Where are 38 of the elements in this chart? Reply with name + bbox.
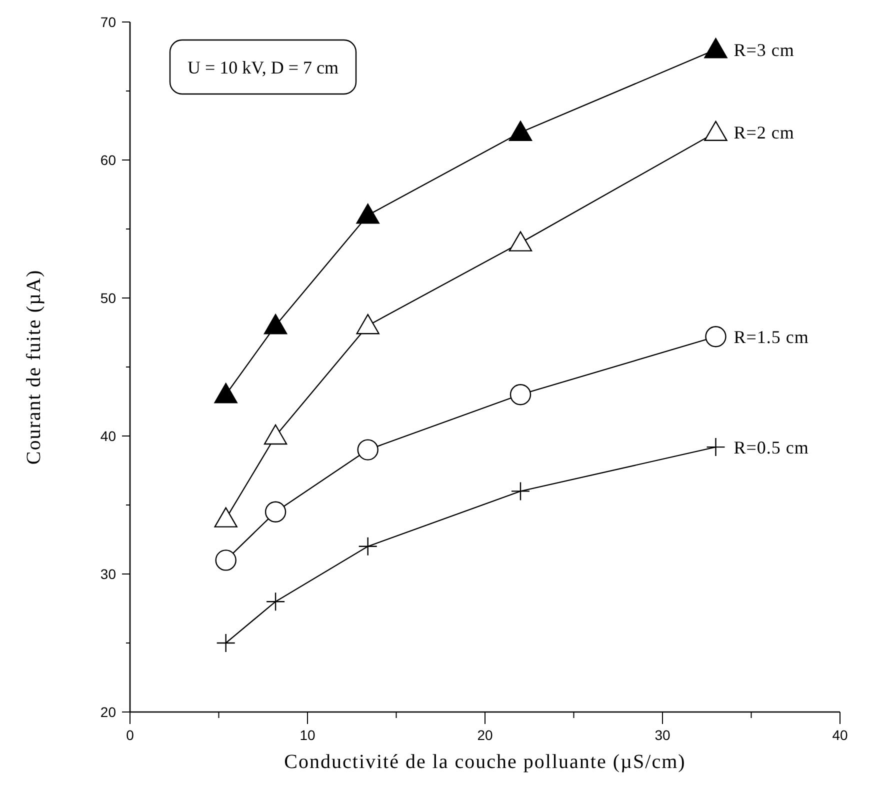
point bbox=[266, 592, 286, 612]
x-tick-label: 30 bbox=[654, 727, 670, 743]
x-tick-label: 20 bbox=[477, 727, 493, 743]
x-tick-label: 10 bbox=[300, 727, 316, 743]
point bbox=[214, 507, 238, 528]
series-label: R=3 cm bbox=[734, 40, 794, 60]
point bbox=[508, 231, 532, 252]
y-axis-title: Courant de fuite (µA) bbox=[23, 269, 45, 465]
point bbox=[705, 326, 726, 348]
series-label: R=0.5 cm bbox=[734, 437, 809, 458]
point bbox=[704, 120, 728, 141]
x-axis-title: Conductivité de la couche polluante (µS/cm) bbox=[284, 751, 686, 773]
annotation: U = 10 kV, D = 7 cm bbox=[188, 57, 338, 78]
x-tick-label: 0 bbox=[126, 727, 134, 743]
point bbox=[356, 204, 380, 224]
point bbox=[357, 439, 378, 460]
point bbox=[264, 314, 288, 334]
point bbox=[264, 424, 288, 445]
point bbox=[215, 550, 236, 571]
y-tick-label: 20 bbox=[100, 704, 116, 720]
series-label: R=1.5 cm bbox=[734, 326, 809, 347]
point bbox=[510, 482, 530, 501]
y-tick-label: 60 bbox=[100, 152, 116, 168]
y-tick-label: 50 bbox=[100, 290, 116, 306]
y-tick-label: 30 bbox=[100, 566, 116, 582]
point bbox=[704, 38, 728, 58]
point bbox=[216, 633, 236, 653]
point bbox=[356, 314, 380, 334]
point bbox=[508, 120, 532, 141]
point bbox=[214, 383, 238, 404]
point bbox=[264, 501, 286, 522]
point bbox=[358, 536, 378, 556]
point bbox=[706, 437, 726, 457]
x-tick-label: 40 bbox=[832, 727, 848, 743]
series-label: R=2 cm bbox=[734, 122, 794, 143]
y-tick-label: 70 bbox=[100, 14, 116, 30]
y-tick-label: 40 bbox=[100, 428, 116, 444]
point bbox=[510, 384, 532, 406]
